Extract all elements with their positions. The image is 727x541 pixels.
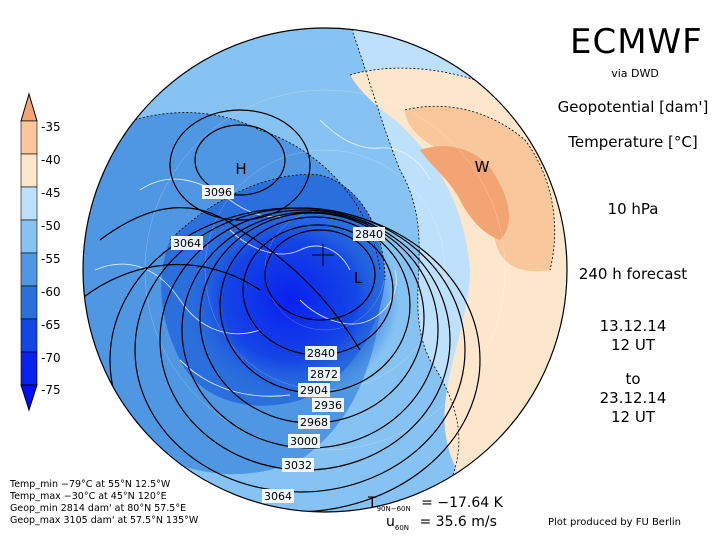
variable-temperature: Temperature [°C]: [568, 133, 698, 151]
polar-cap-temperature: T90N−60N = −17.64 K: [368, 495, 503, 513]
geop-max-stat: Geop_max 3105 dam' at 57.5°N 135°W: [10, 515, 199, 526]
contour-label: 3096: [204, 186, 232, 199]
valid-time: 12 UT: [611, 408, 655, 426]
colorbar-tick-label: -70: [41, 351, 61, 365]
high-pressure-label: H: [235, 160, 246, 178]
colorbar-band-8: [20, 351, 38, 386]
t-value: = −17.64 K: [421, 495, 503, 511]
colorbar-tick-label: -50: [41, 219, 61, 233]
colorbar-band-4: [20, 219, 38, 254]
colorbar-tick-label: -55: [41, 252, 61, 266]
colorbar-band-3: [20, 186, 38, 221]
colorbar-band-1: [20, 120, 38, 155]
geop-min-stat: Geop_min 2814 dam' at 80°N 57.5°E: [10, 503, 187, 514]
colorbar-top-arrow: [20, 92, 38, 122]
colorbar: -35 -40 -45 -50 -55 -60 -65 -70 -75: [20, 92, 61, 412]
u-symbol: u: [386, 514, 395, 530]
contour-label: 2904: [300, 384, 328, 397]
zonal-wind-60n: u60N = 35.6 m/s: [386, 514, 497, 532]
warm-center-label: W: [475, 158, 490, 176]
init-time: 12 UT: [611, 336, 655, 354]
polar-map: [82, 27, 568, 513]
init-date: 13.12.14: [599, 317, 667, 335]
temp-min-stat: Temp_min −79°C at 55°N 12.5°W: [10, 479, 171, 490]
t-symbol: T: [368, 495, 377, 511]
u-value: = 35.6 m/s: [419, 514, 497, 530]
credit-text: Plot produced by FU Berlin: [548, 517, 681, 528]
colorbar-tick-label: -75: [41, 383, 61, 397]
low-pressure-label: L: [354, 269, 363, 287]
pole-marker: [312, 244, 334, 266]
contour-label: 2872: [310, 368, 338, 381]
valid-date: 23.12.14: [599, 389, 667, 407]
u-subscript: 60N: [394, 523, 410, 532]
to-label: to: [625, 370, 641, 388]
colorbar-tick-label: -65: [41, 318, 61, 332]
colorbar-tick-label: -35: [41, 120, 61, 134]
colorbar-band-6: [20, 285, 38, 320]
contour-label: 2936: [314, 399, 342, 412]
contour-label: 2968: [300, 416, 328, 429]
contour-label: 3064: [264, 490, 292, 503]
contour-label: 3032: [284, 459, 312, 472]
colorbar-band-2: [20, 153, 38, 188]
contour-label: 2840: [355, 228, 383, 241]
temperature-band-warm-core: [420, 146, 510, 240]
colorbar-tick-label: -45: [41, 186, 61, 200]
temperature-cold-core: [180, 200, 400, 400]
colorbar-band-5: [20, 252, 38, 287]
temp-max-stat: Temp_max −30°C at 45°N 120°E: [10, 491, 167, 502]
data-source: via DWD: [611, 67, 659, 80]
colorbar-band-7: [20, 318, 38, 353]
contour-label: 3064: [173, 237, 201, 250]
pressure-level: 10 hPa: [607, 200, 659, 218]
colorbar-tick-label: -40: [41, 153, 61, 167]
contour-label: 3000: [290, 435, 318, 448]
colorbar-bottom-arrow: [20, 384, 38, 412]
t-subscript: 90N−60N: [376, 504, 411, 513]
variable-geopotential: Geopotential [dam']: [557, 98, 709, 116]
colorbar-tick-label: -60: [41, 285, 61, 299]
forecast-range: 240 h forecast: [578, 265, 688, 283]
contour-label: 2840: [307, 347, 335, 360]
model-title: ECMWF: [570, 22, 703, 62]
